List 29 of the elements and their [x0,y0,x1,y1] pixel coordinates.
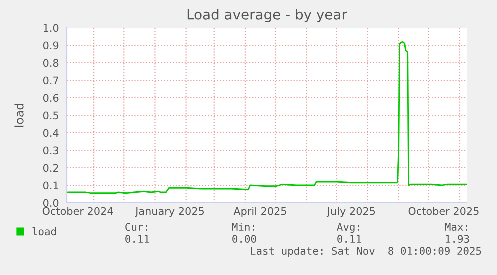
y-tick-label: 1.0 [44,24,59,32]
y-tick-label: 0.1 [43,182,58,190]
y-tick-label: 0.2 [43,164,58,172]
y-tick-label: 0.4 [43,129,59,138]
text: Max: [445,223,468,232]
text: 0.11 [338,235,362,244]
text: 0.00 [232,235,256,244]
y-tick-label: 0.9 [43,42,59,50]
y-tick-label: 0.8 [43,59,59,68]
legend-label: load [32,227,56,236]
y-tick-label: 0.7 [43,76,58,85]
y-tick-label: 0.0 [43,199,59,208]
x-tick-label: April 2025 [234,207,286,218]
x-tick-label: October 2025 [408,207,479,216]
text: Min: [232,222,254,231]
text: Avg: [337,223,360,234]
y-tick-label: 0.3 [43,146,59,155]
text: 0.11 [126,235,150,244]
x-tick-label: July 2025 [326,207,376,218]
line-series [67,41,467,194]
y-tick-label: 0.6 [43,94,59,102]
x-tick-label: January 2025 [135,207,204,218]
text: Last update: Sat Nov 8 01:00:09 2025 [251,246,482,258]
x-tick-label: October 2024 [42,207,114,216]
chart-title: Load average - by year [188,9,348,23]
y-tick-label: 0.5 [43,112,58,120]
y-axis-title: load [14,104,24,128]
text: Cur: [126,223,148,232]
text: 1.93 [446,235,470,244]
